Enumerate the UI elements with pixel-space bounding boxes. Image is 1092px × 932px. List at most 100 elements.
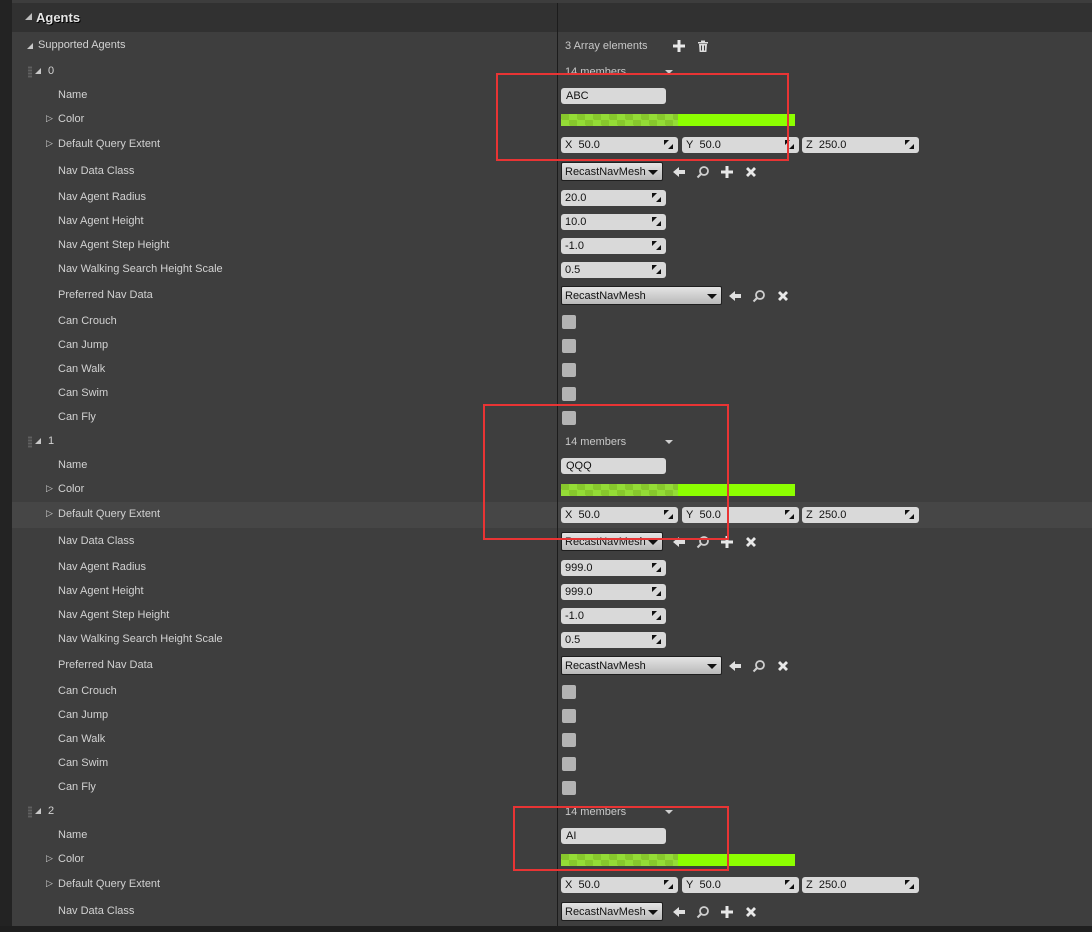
name-input[interactable]: QQQ <box>561 458 666 474</box>
can-crouch-label: Can Crouch <box>58 685 117 697</box>
plus-icon[interactable] <box>720 905 734 919</box>
array-count: 3 Array elements <box>565 40 648 52</box>
can-swim-checkbox[interactable] <box>562 757 576 771</box>
agent-0-can-fly-row: Can Fly <box>12 406 1092 430</box>
can-swim-checkbox[interactable] <box>562 387 576 401</box>
clear-x-icon[interactable] <box>776 289 790 303</box>
can-jump-checkbox[interactable] <box>562 339 576 353</box>
collapse-triangle-icon[interactable] <box>35 438 41 444</box>
extent-z-input[interactable]: Z 250.0 <box>802 137 919 153</box>
preferred-nav-data-combo[interactable]: RecastNavMesh <box>561 656 722 675</box>
use-selected-arrow-icon[interactable] <box>672 905 686 919</box>
extent-x-input[interactable]: X 50.0 <box>561 507 678 523</box>
chevron-down-icon <box>707 294 717 299</box>
drag-handle-icon[interactable] <box>28 66 32 78</box>
agent-1-can-jump-row: Can Jump <box>12 704 1092 728</box>
expand-triangle-icon[interactable]: ▷ <box>46 483 53 493</box>
members-dropdown[interactable]: 14 members <box>565 806 673 818</box>
nav-data-class-label: Nav Data Class <box>58 165 135 177</box>
extent-z-input[interactable]: Z 250.0 <box>802 877 919 893</box>
plus-icon[interactable] <box>720 165 734 179</box>
chevron-down-icon <box>648 170 658 175</box>
agent-1-step-height-row: Nav Agent Step Height -1.0 <box>12 604 1092 628</box>
category-title: Agents <box>36 10 81 25</box>
browse-search-icon[interactable] <box>752 659 766 673</box>
clear-x-icon[interactable] <box>776 659 790 673</box>
collapse-triangle-icon[interactable] <box>35 808 41 814</box>
extent-y-input[interactable]: Y 50.0 <box>682 877 799 893</box>
clear-x-icon[interactable] <box>744 165 758 179</box>
expand-triangle-icon[interactable]: ▷ <box>46 508 53 518</box>
expand-triangle-icon[interactable]: ▷ <box>46 853 53 863</box>
can-fly-checkbox[interactable] <box>562 781 576 795</box>
can-crouch-checkbox[interactable] <box>562 315 576 329</box>
nav-agent-step-height-input[interactable]: -1.0 <box>561 608 666 624</box>
browse-search-icon[interactable] <box>696 905 710 919</box>
extent-y-input[interactable]: Y 50.0 <box>682 137 799 153</box>
can-walk-checkbox[interactable] <box>562 733 576 747</box>
plus-icon[interactable] <box>672 39 686 53</box>
use-selected-arrow-icon[interactable] <box>672 535 686 549</box>
drag-handle-icon[interactable] <box>28 436 32 448</box>
agent-0-extent-row: ▷ Default Query Extent X 50.0 Y 50.0 Z 2… <box>12 133 1092 157</box>
color-swatch[interactable] <box>561 854 795 866</box>
drag-spin-icon <box>652 241 661 250</box>
nav-agent-step-height-label: Nav Agent Step Height <box>58 239 170 251</box>
agent-0-can-walk-row: Can Walk <box>12 358 1092 382</box>
name-label: Name <box>58 89 88 101</box>
extent-z-input[interactable]: Z 250.0 <box>802 507 919 523</box>
color-swatch[interactable] <box>561 484 795 496</box>
clear-x-icon[interactable] <box>744 535 758 549</box>
members-dropdown[interactable]: 14 members <box>565 66 673 78</box>
can-walk-label: Can Walk <box>58 363 106 375</box>
name-input[interactable]: ABC <box>561 88 666 104</box>
members-dropdown[interactable]: 14 members <box>565 436 673 448</box>
nav-agent-height-input[interactable]: 10.0 <box>561 214 666 230</box>
extent-x-input[interactable]: X 50.0 <box>561 137 678 153</box>
can-walk-label: Can Walk <box>58 733 106 745</box>
nav-agent-radius-input[interactable]: 20.0 <box>561 190 666 206</box>
collapse-triangle-icon[interactable] <box>35 68 41 74</box>
nav-data-class-combo[interactable]: RecastNavMesh <box>561 902 663 921</box>
trash-icon[interactable] <box>696 39 710 53</box>
use-selected-arrow-icon[interactable] <box>728 289 742 303</box>
extent-x-input[interactable]: X 50.0 <box>561 877 678 893</box>
drag-handle-icon[interactable] <box>28 806 32 818</box>
use-selected-arrow-icon[interactable] <box>672 165 686 179</box>
use-selected-arrow-icon[interactable] <box>728 659 742 673</box>
preferred-nav-data-combo[interactable]: RecastNavMesh <box>561 286 722 305</box>
category-header-agents[interactable]: Agents <box>12 3 1092 32</box>
extent-y-input[interactable]: Y 50.0 <box>682 507 799 523</box>
nav-walking-search-height-scale-input[interactable]: 0.5 <box>561 262 666 278</box>
nav-agent-step-height-input[interactable]: -1.0 <box>561 238 666 254</box>
agent-0-can-swim-row: Can Swim <box>12 382 1092 406</box>
column-divider[interactable] <box>557 3 558 926</box>
browse-search-icon[interactable] <box>696 535 710 549</box>
expand-triangle-icon[interactable]: ▷ <box>46 113 53 123</box>
can-fly-checkbox[interactable] <box>562 411 576 425</box>
drag-spin-icon <box>652 265 661 274</box>
can-crouch-label: Can Crouch <box>58 315 117 327</box>
can-crouch-checkbox[interactable] <box>562 685 576 699</box>
plus-icon[interactable] <box>720 535 734 549</box>
expand-triangle-icon[interactable]: ▷ <box>46 878 53 888</box>
nav-data-class-combo[interactable]: RecastNavMesh <box>561 162 663 181</box>
nav-walking-search-height-scale-input[interactable]: 0.5 <box>561 632 666 648</box>
name-input[interactable]: AI <box>561 828 666 844</box>
collapse-triangle-icon[interactable] <box>27 43 33 49</box>
color-label: Color <box>58 853 85 865</box>
color-swatch[interactable] <box>561 114 795 126</box>
browse-search-icon[interactable] <box>752 289 766 303</box>
nav-agent-radius-input[interactable]: 999.0 <box>561 560 666 576</box>
agent-1-nav-data-class-row: Nav Data Class RecastNavMesh <box>12 530 1092 554</box>
nav-agent-height-input[interactable]: 999.0 <box>561 584 666 600</box>
nav-agent-height-label: Nav Agent Height <box>58 585 144 597</box>
clear-x-icon[interactable] <box>744 905 758 919</box>
can-walk-checkbox[interactable] <box>562 363 576 377</box>
collapse-triangle-icon[interactable] <box>25 13 32 20</box>
nav-data-class-combo[interactable]: RecastNavMesh <box>561 532 663 551</box>
can-jump-checkbox[interactable] <box>562 709 576 723</box>
members-count: 14 members <box>565 436 627 448</box>
browse-search-icon[interactable] <box>696 165 710 179</box>
expand-triangle-icon[interactable]: ▷ <box>46 138 53 148</box>
